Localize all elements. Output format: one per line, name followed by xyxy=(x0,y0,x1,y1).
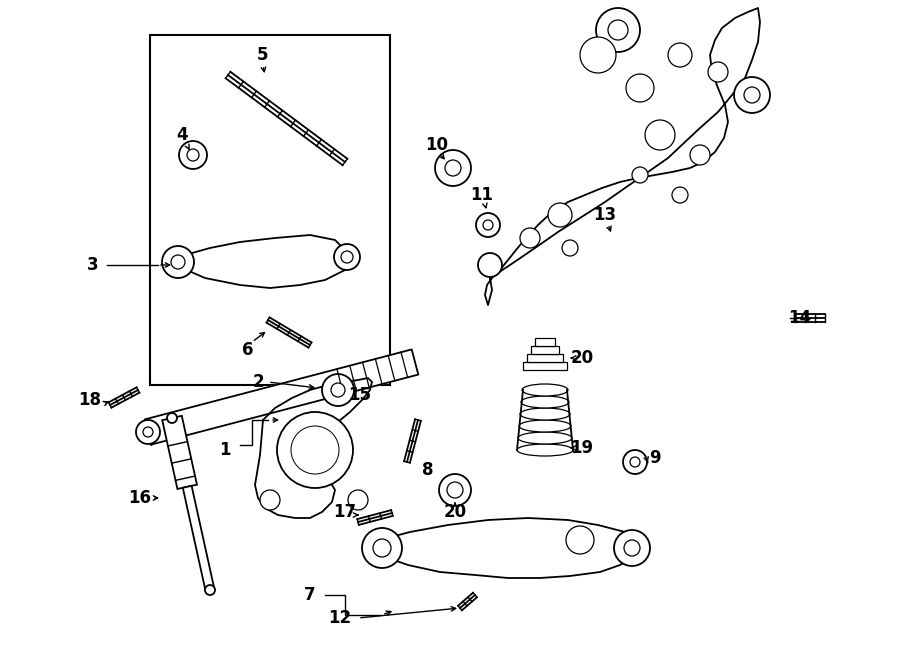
Circle shape xyxy=(566,526,594,554)
Bar xyxy=(150,35,390,385)
Circle shape xyxy=(447,482,463,498)
Circle shape xyxy=(520,228,540,248)
Circle shape xyxy=(171,255,185,269)
Text: 13: 13 xyxy=(593,206,616,224)
Circle shape xyxy=(277,412,353,488)
Circle shape xyxy=(672,187,688,203)
Circle shape xyxy=(614,530,650,566)
Circle shape xyxy=(167,413,177,423)
Text: 20: 20 xyxy=(571,349,594,367)
Circle shape xyxy=(341,251,353,263)
Circle shape xyxy=(476,213,500,237)
Circle shape xyxy=(143,427,153,437)
Polygon shape xyxy=(175,235,350,288)
Circle shape xyxy=(580,37,616,73)
Text: 10: 10 xyxy=(426,136,448,154)
Text: 17: 17 xyxy=(333,503,356,521)
Text: 8: 8 xyxy=(422,461,434,479)
Circle shape xyxy=(478,253,502,277)
Circle shape xyxy=(205,585,215,595)
Circle shape xyxy=(348,490,368,510)
Circle shape xyxy=(548,203,572,227)
Polygon shape xyxy=(255,378,372,518)
Bar xyxy=(523,362,567,370)
Text: 12: 12 xyxy=(328,609,352,627)
Circle shape xyxy=(734,77,770,113)
Text: 20: 20 xyxy=(444,503,466,521)
Circle shape xyxy=(632,167,648,183)
Circle shape xyxy=(439,474,471,506)
Ellipse shape xyxy=(517,444,573,456)
Ellipse shape xyxy=(521,396,569,408)
Circle shape xyxy=(608,20,628,40)
Circle shape xyxy=(136,420,160,444)
Circle shape xyxy=(162,246,194,278)
Circle shape xyxy=(624,540,640,556)
Circle shape xyxy=(483,220,493,230)
Circle shape xyxy=(187,149,199,161)
Polygon shape xyxy=(162,416,197,489)
Bar xyxy=(531,346,559,354)
Circle shape xyxy=(435,150,471,186)
Circle shape xyxy=(626,74,654,102)
Text: 6: 6 xyxy=(242,341,254,359)
Circle shape xyxy=(708,62,728,82)
Circle shape xyxy=(373,539,391,557)
Text: 19: 19 xyxy=(571,439,594,457)
Circle shape xyxy=(562,240,578,256)
Circle shape xyxy=(445,160,461,176)
Circle shape xyxy=(260,490,280,510)
Circle shape xyxy=(630,457,640,467)
Bar xyxy=(527,354,563,362)
Ellipse shape xyxy=(522,384,568,396)
Circle shape xyxy=(596,8,640,52)
Text: 14: 14 xyxy=(788,309,812,327)
Text: 3: 3 xyxy=(87,256,99,274)
Circle shape xyxy=(331,383,345,397)
Ellipse shape xyxy=(519,420,571,432)
Polygon shape xyxy=(485,8,760,305)
Text: 16: 16 xyxy=(129,489,151,507)
Text: 15: 15 xyxy=(348,386,372,404)
Circle shape xyxy=(623,450,647,474)
Polygon shape xyxy=(183,486,214,591)
Circle shape xyxy=(362,528,402,568)
Ellipse shape xyxy=(518,432,572,444)
Circle shape xyxy=(690,145,710,165)
Text: 7: 7 xyxy=(304,586,316,604)
Circle shape xyxy=(322,374,354,406)
Circle shape xyxy=(291,426,339,474)
Text: 18: 18 xyxy=(78,391,102,409)
Ellipse shape xyxy=(520,408,570,420)
Circle shape xyxy=(334,244,360,270)
Text: 9: 9 xyxy=(649,449,661,467)
Polygon shape xyxy=(380,518,638,578)
Circle shape xyxy=(744,87,760,103)
Circle shape xyxy=(645,120,675,150)
Polygon shape xyxy=(145,350,418,445)
Circle shape xyxy=(179,141,207,169)
Text: 4: 4 xyxy=(176,126,188,144)
Text: 5: 5 xyxy=(256,46,268,64)
Text: 2: 2 xyxy=(252,373,264,391)
Text: 1: 1 xyxy=(220,441,230,459)
Circle shape xyxy=(668,43,692,67)
Text: 11: 11 xyxy=(471,186,493,204)
Bar xyxy=(535,338,555,346)
